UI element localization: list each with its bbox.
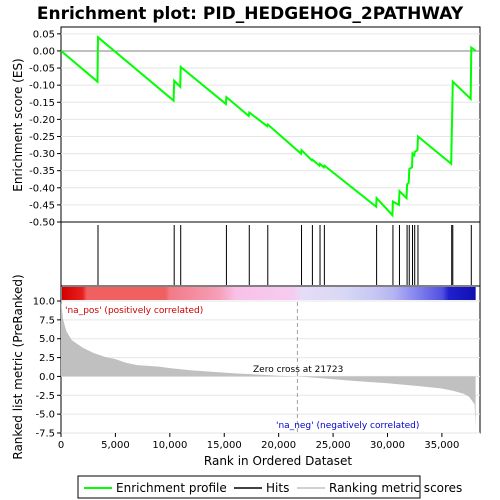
x-tick-label: 5,000 <box>101 440 130 451</box>
rank-color-bar-fill <box>62 287 476 300</box>
legend-metric-label: Ranking metric scores <box>329 481 462 495</box>
es-y-tick-label: -0.35 <box>29 166 55 177</box>
metric-y-axis-label: Ranked list metric (PreRanked) <box>11 274 25 459</box>
metric-y-tick-label: 10.0 <box>33 297 55 308</box>
hits-panel <box>60 221 481 287</box>
x-tick-label: 35,000 <box>424 440 459 451</box>
es-y-tick-label: -0.15 <box>29 98 55 109</box>
legend-enrichment-label: Enrichment profile <box>116 481 227 495</box>
x-tick-label: 20,000 <box>261 440 296 451</box>
legend: Enrichment profile Hits Ranking metric s… <box>77 475 462 499</box>
legend-hits-label: Hits <box>266 481 289 495</box>
x-axis-label: Rank in Ordered Dataset <box>204 454 352 468</box>
negative-label: 'na_neg' (negatively correlated) <box>276 421 419 431</box>
es-y-tick-label: -0.45 <box>29 200 55 211</box>
x-tick-label: 15,000 <box>207 440 242 451</box>
chart-title: Enrichment plot: PID_HEDGEHOG_2PATHWAY <box>37 4 464 24</box>
es-y-tick-label: -0.40 <box>29 183 55 194</box>
metric-y-tick-label: 0.0 <box>39 372 55 383</box>
metric-y-tick-label: 2.5 <box>39 353 55 364</box>
es-y-tick-label: -0.05 <box>29 64 55 75</box>
x-tick-label: 0 <box>58 440 64 451</box>
metric-y-tick-label: -2.5 <box>35 391 55 402</box>
es-y-tick-label: 0.05 <box>33 29 55 40</box>
es-y-tick-label: -0.20 <box>29 115 55 126</box>
enrichment-profile-line <box>60 35 477 218</box>
x-tick-label: 10,000 <box>152 440 187 451</box>
metric-y-tick-label: 7.5 <box>39 315 55 326</box>
zero-cross-label: Zero cross at 21723 <box>253 365 343 375</box>
es-y-axis-label: Enrichment score (ES) <box>11 58 25 191</box>
metric-y-tick-label: -5.0 <box>35 410 55 421</box>
metric-y-tick-label: 5.0 <box>39 334 55 345</box>
x-tick-label: 30,000 <box>370 440 405 451</box>
es-y-tick-label: -0.30 <box>29 149 55 160</box>
es-y-tick-label: -0.25 <box>29 132 55 143</box>
legend-box <box>77 475 421 499</box>
es-y-tick-label: -0.10 <box>29 81 55 92</box>
x-tick-label: 25,000 <box>316 440 351 451</box>
es-y-tick-label: -0.50 <box>29 218 55 229</box>
positive-label: 'na_pos' (positively correlated) <box>65 306 203 316</box>
es-y-tick-label: 0.00 <box>33 46 55 57</box>
metric-y-tick-label: -7.5 <box>35 429 55 440</box>
es-panel <box>60 26 481 223</box>
